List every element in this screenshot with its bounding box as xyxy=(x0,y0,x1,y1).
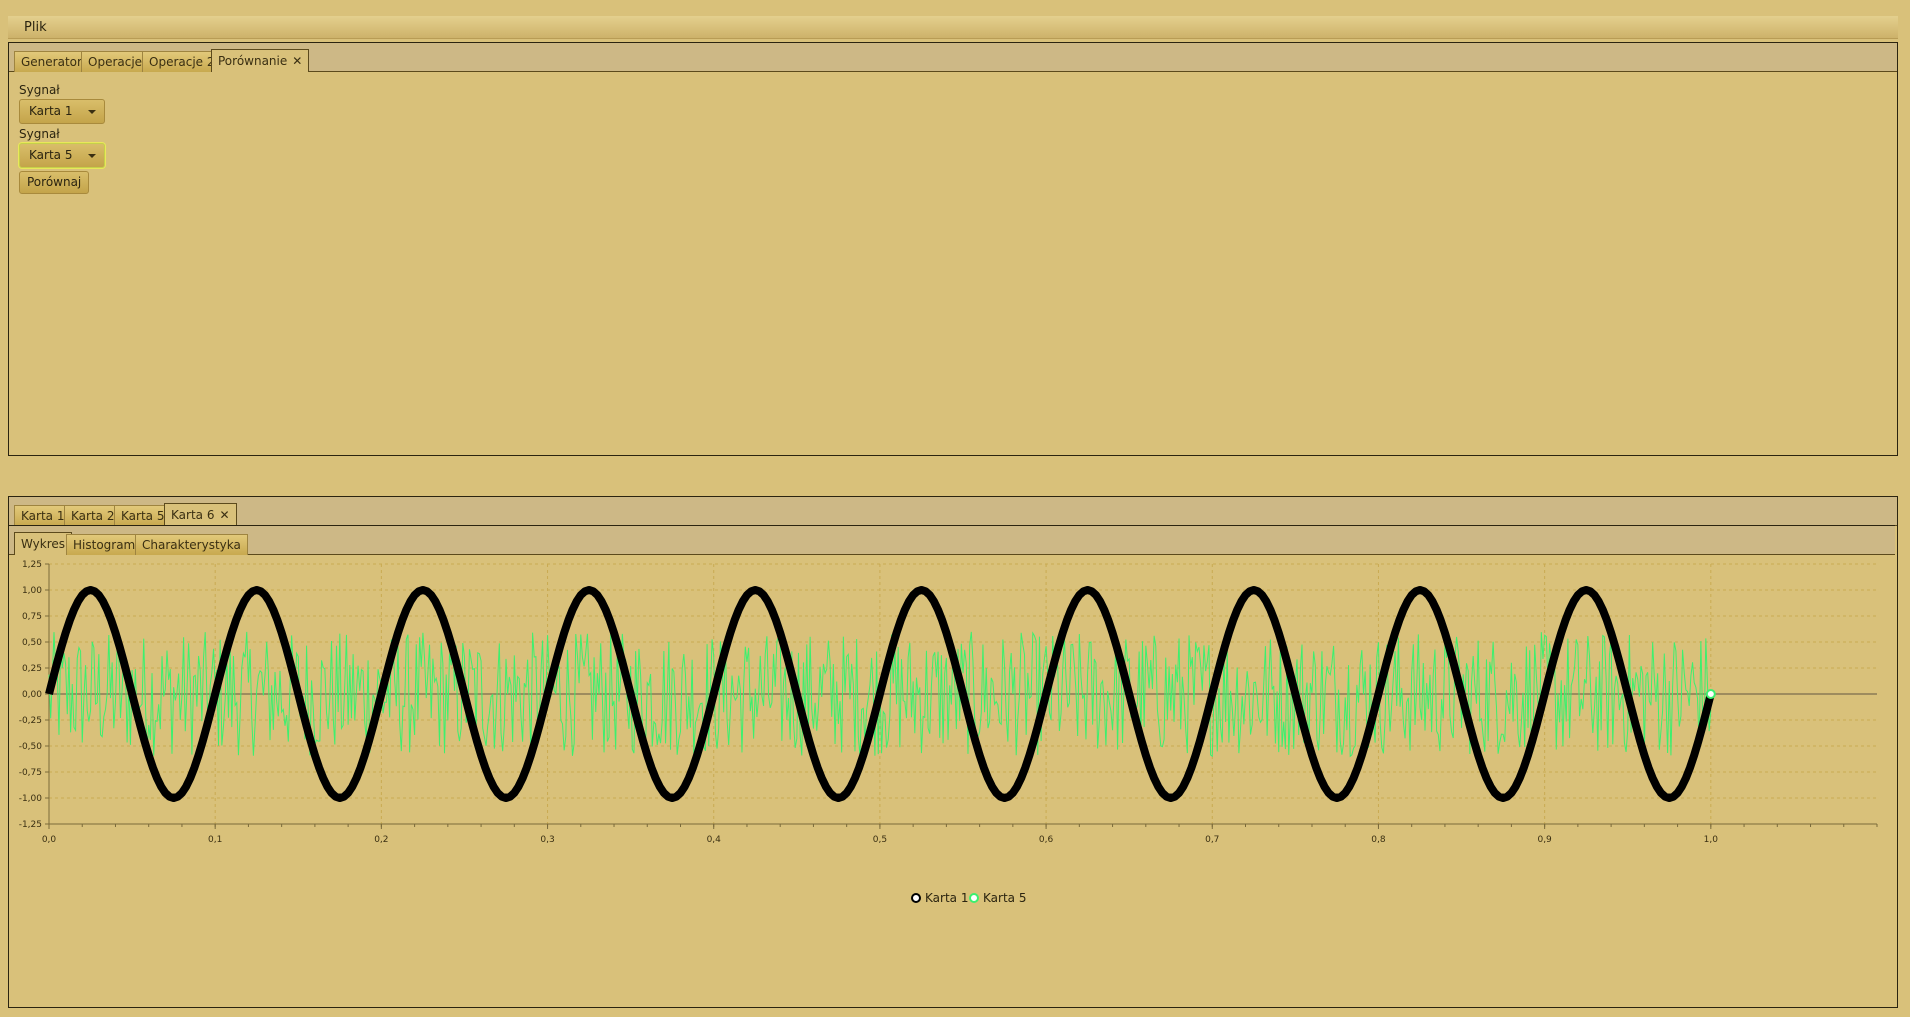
x-tick-label: 0,4 xyxy=(707,835,722,845)
tab-karta-5[interactable]: Karta 5 xyxy=(114,505,172,526)
tab-charakterystyka[interactable]: Charakterystyka xyxy=(135,534,248,555)
legend-marker-karta-5 xyxy=(969,893,979,903)
x-tick-label: 0,1 xyxy=(208,835,222,845)
x-tick-label: 0,5 xyxy=(873,835,887,845)
compare-button[interactable]: Porównaj xyxy=(19,171,90,194)
x-tick-label: 0,0 xyxy=(42,835,57,845)
menu-bar: Plik xyxy=(8,16,1898,39)
y-tick-label: 1,25 xyxy=(22,560,42,570)
y-tick-label: -1,25 xyxy=(19,820,42,830)
y-tick-label: 0,25 xyxy=(22,664,42,674)
tab-karta-1[interactable]: Karta 1 xyxy=(14,505,72,526)
y-tick-label: 1,00 xyxy=(22,586,42,596)
close-icon[interactable]: ✕ xyxy=(292,54,303,68)
tab-porownanie[interactable]: Porównanie ✕ xyxy=(211,49,310,72)
chevron-down-icon xyxy=(88,110,96,114)
legend-marker-karta-1 xyxy=(911,893,921,903)
close-icon[interactable]: ✕ xyxy=(219,508,230,522)
signal1-select[interactable]: Karta 1 xyxy=(19,99,105,124)
tab-operacje[interactable]: Operacje xyxy=(81,51,150,72)
chart-svg: 1,25 1,00 0,75 0,50 0,25 0,00 -0,25 -0,50 -0,75 -… xyxy=(19,560,1878,905)
series-end-marker xyxy=(1705,689,1716,699)
view-tabstrip: Wykres Histogram Charakterystyka xyxy=(9,526,1895,555)
menu-file[interactable]: Plik xyxy=(24,20,47,35)
x-tick-label: 0,7 xyxy=(1205,835,1219,845)
x-tick-label: 0,9 xyxy=(1537,835,1552,845)
x-tick-label: 0,8 xyxy=(1371,835,1386,845)
y-tick-label: 0,75 xyxy=(22,612,42,622)
top-tabstrip: Generator Operacje Operacje 2 Porównanie… xyxy=(9,43,1897,72)
y-tick-label: -0,75 xyxy=(19,768,42,778)
cards-panel: Karta 1 Karta 2 Karta 5 Karta 6 ✕ Wykres … xyxy=(8,496,1898,1008)
y-tick-label: -0,50 xyxy=(19,742,43,752)
y-tick-label: -1,00 xyxy=(19,794,43,804)
legend-label-karta-1: Karta 1 xyxy=(925,891,968,905)
chevron-down-icon xyxy=(88,154,96,158)
card-tabstrip: Karta 1 Karta 2 Karta 5 Karta 6 ✕ xyxy=(9,497,1897,526)
x-tick-label: 0,2 xyxy=(374,835,388,845)
x-tick-label: 0,3 xyxy=(540,835,554,845)
signal1-label: Sygnał xyxy=(19,83,60,97)
tab-generator[interactable]: Generator xyxy=(14,51,89,72)
view-panel: Wykres Histogram Charakterystyka 1,25 1,0… xyxy=(9,525,1895,1006)
x-tick-label: 0,6 xyxy=(1039,835,1054,845)
series-karta-1 xyxy=(45,586,1715,802)
signal2-label: Sygnał xyxy=(19,127,60,141)
tab-karta-2[interactable]: Karta 2 xyxy=(64,505,122,526)
tab-karta-6[interactable]: Karta 6 ✕ xyxy=(164,503,237,526)
tab-wykres[interactable]: Wykres xyxy=(14,532,73,555)
legend-label-karta-5: Karta 5 xyxy=(983,891,1026,905)
signal2-select[interactable]: Karta 5 xyxy=(19,143,105,168)
y-tick-label: 0,00 xyxy=(22,690,42,700)
line-chart: 1,25 1,00 0,75 0,50 0,25 0,00 -0,25 -0,50 -0,75 -… xyxy=(9,556,1895,1002)
x-tick-label: 1,0 xyxy=(1704,835,1719,845)
tab-operacje-2[interactable]: Operacje 2 xyxy=(142,51,222,72)
comparison-panel: Generator Operacje Operacje 2 Porównanie… xyxy=(8,42,1898,456)
y-tick-label: 0,50 xyxy=(22,638,42,648)
y-tick-label: -0,25 xyxy=(19,716,42,726)
tab-histogram[interactable]: Histogram xyxy=(66,534,143,555)
